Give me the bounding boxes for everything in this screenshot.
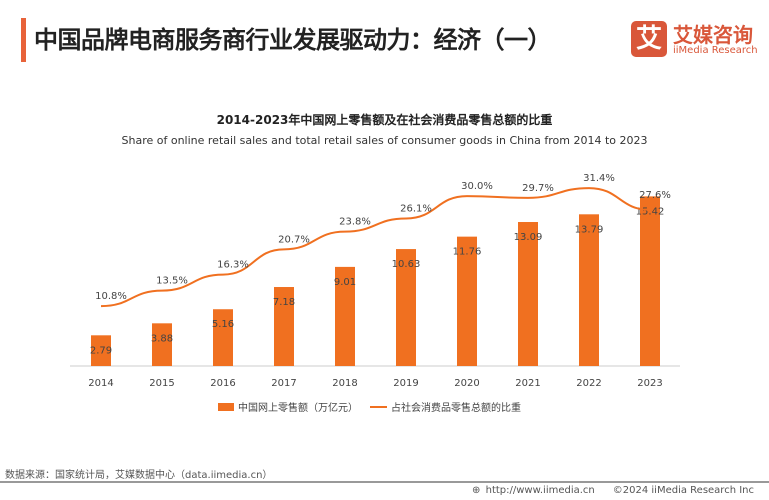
bar [274, 287, 294, 366]
bar-label: 7.18 [273, 297, 295, 308]
bar-label: 9.01 [334, 277, 356, 288]
share-line [100, 187, 651, 308]
legend-line-label: 占社会消费品零售总额的比重 [391, 401, 521, 414]
bar [457, 236, 477, 366]
bar [396, 249, 416, 366]
data-source: 数据来源：国家统计局，艾媒数据中心（data.iimedia.cn） [5, 470, 273, 481]
legend-bar-label: 中国网上零售额（万亿元） [238, 401, 358, 414]
footer-divider [0, 481, 769, 483]
line-label: 10.8% [95, 291, 127, 302]
bar [335, 266, 355, 366]
logo-text-cn: 艾媒咨询 [673, 23, 753, 47]
x-tick-label: 2019 [393, 378, 418, 389]
logo-text-en: iiMedia Research [673, 45, 758, 56]
chart-subtitle: Share of online retail sales and total r… [121, 134, 648, 147]
bar [640, 196, 660, 366]
x-tick-label: 2018 [332, 378, 357, 389]
logo-icon: 艾 [631, 21, 667, 57]
x-tick-label: 2022 [576, 378, 601, 389]
x-tick-label: 2015 [149, 378, 174, 389]
chart-title: 2014-2023年中国网上零售额及在社会消费品零售总额的比重 [216, 113, 553, 127]
globe-icon: ⊕ [472, 485, 481, 496]
copyright: ©2024 iiMedia Research Inc [612, 485, 754, 496]
bar [91, 335, 111, 366]
bar [518, 222, 538, 366]
bar-label: 10.63 [392, 259, 421, 270]
footer: ⊕ http://www.iimedia.cn ©2024 iiMedia Res… [454, 485, 754, 496]
bar-label: 5.16 [212, 319, 234, 330]
x-tick-label: 2021 [515, 378, 540, 389]
line-label: 27.6% [639, 190, 671, 201]
bar-label: 13.09 [514, 232, 543, 243]
title-accent-bar [21, 18, 26, 62]
line-label: 20.7% [278, 234, 310, 245]
x-tick-label: 2017 [271, 378, 296, 389]
line-label: 29.7% [522, 183, 554, 194]
x-tick-label: 2020 [454, 378, 479, 389]
bar-label: 13.79 [575, 224, 604, 235]
bar [152, 323, 172, 366]
x-tick-label: 2023 [637, 378, 662, 389]
bar-label: 15.42 [636, 206, 665, 217]
line-label: 16.3% [217, 260, 249, 271]
page-title: 中国品牌电商服务商行业发展驱动力：经济（一） [34, 26, 552, 54]
x-tick-label: 2016 [210, 378, 235, 389]
line-label: 26.1% [400, 203, 432, 214]
line-label: 13.5% [156, 276, 188, 287]
line-label: 23.8% [339, 217, 371, 228]
bar-label: 2.79 [90, 345, 112, 356]
legend-bar-swatch [218, 403, 234, 411]
x-tick-label: 2014 [88, 378, 113, 389]
line-label: 31.4% [583, 173, 615, 184]
footer-url[interactable]: http://www.iimedia.cn [485, 485, 595, 496]
bar [579, 214, 599, 366]
bar-label: 11.76 [453, 247, 482, 258]
bar-label: 3.88 [151, 333, 173, 344]
line-label: 30.0% [461, 181, 493, 192]
bar [213, 309, 233, 366]
